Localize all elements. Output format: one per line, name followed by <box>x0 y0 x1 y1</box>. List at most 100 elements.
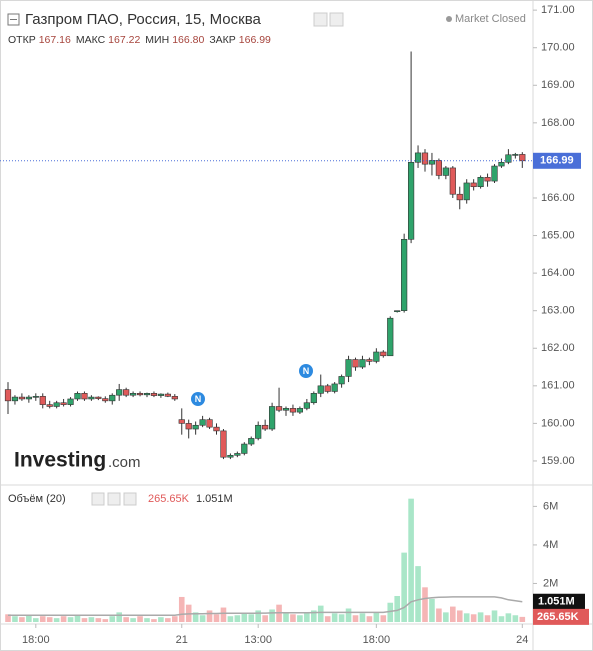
collapse-icon[interactable] <box>7 13 20 26</box>
candle-body <box>380 351 387 357</box>
volume-bar <box>109 616 116 622</box>
volume-bar <box>199 615 206 622</box>
candle-body <box>303 402 310 409</box>
candle-body <box>428 160 436 165</box>
settings-icon[interactable] <box>329 12 344 27</box>
candle-body <box>484 177 491 182</box>
y-tick-label: 159.00 <box>541 455 575 467</box>
volume-title: Объём (20) <box>8 493 66 505</box>
candle-body <box>60 402 67 405</box>
candle-body <box>373 351 380 362</box>
volume-bar <box>262 615 268 622</box>
candle-body <box>130 393 137 396</box>
volume-bar <box>380 615 387 622</box>
volume-bar <box>74 615 81 622</box>
candle-body <box>262 424 269 430</box>
volume-bar <box>123 617 129 622</box>
volume-bar <box>387 602 394 622</box>
candle-body <box>255 424 262 439</box>
volume-bar <box>88 617 95 622</box>
volume-eye-icon[interactable] <box>91 492 105 506</box>
candle-body <box>512 154 519 156</box>
volume-bar <box>443 612 449 622</box>
volume-settings-icon[interactable] <box>107 492 121 506</box>
candle-body <box>442 167 449 176</box>
news-marker-label: N <box>195 394 202 404</box>
candle-body <box>11 396 19 402</box>
status-dot <box>446 16 452 22</box>
ohlc-legend: ОТКР 167.16 МАКС 167.22 МИН 166.80 ЗАКР 166.99 <box>8 34 271 46</box>
candle-body <box>456 193 463 201</box>
volume-bar <box>317 605 324 622</box>
volume-bar <box>331 613 338 622</box>
candle-body <box>317 385 324 394</box>
candle-body <box>171 396 178 400</box>
volume-bar <box>102 619 109 622</box>
candle-body <box>491 165 498 182</box>
candle-body <box>234 453 241 456</box>
candle-body <box>331 383 338 392</box>
volume-bar <box>484 615 491 622</box>
volume-bar <box>450 606 456 622</box>
volume-bar <box>519 616 526 622</box>
candle-body <box>67 398 74 405</box>
volume-bar <box>137 616 143 622</box>
volume-bar <box>172 616 178 622</box>
candle-body <box>199 419 206 426</box>
volume-bar <box>477 612 484 622</box>
eye-icon[interactable] <box>313 12 328 27</box>
volume-bar <box>359 613 366 622</box>
volume-y-tick-label: 2M <box>543 577 558 589</box>
candle-body <box>268 406 276 430</box>
volume-legend-value: 265.65K <box>148 493 190 505</box>
candle-body <box>213 426 220 432</box>
volume-bar <box>67 617 74 622</box>
volume-bar <box>19 617 25 622</box>
candle-body <box>310 393 317 404</box>
candle-body <box>192 424 199 430</box>
candle-body <box>359 359 366 368</box>
x-tick-label: 24 <box>516 634 528 646</box>
ohlc-label: МИН <box>145 34 169 46</box>
volume-bar <box>505 613 512 622</box>
volume-bar <box>53 618 60 622</box>
x-tick-label: 18:00 <box>363 634 391 646</box>
volume-bar <box>436 608 442 622</box>
ohlc-label: ЗАКР <box>209 34 235 46</box>
candle-body <box>116 389 123 396</box>
y-tick-label: 165.00 <box>541 229 575 241</box>
volume-bar <box>234 615 241 622</box>
ma-label-box <box>533 593 585 610</box>
volume-bar <box>394 595 400 622</box>
ohlc-value: 166.99 <box>239 34 271 46</box>
y-tick-label: 164.00 <box>541 267 575 279</box>
ma-label: 1.051M <box>538 596 575 608</box>
candle-body <box>421 152 429 165</box>
news-marker <box>299 364 313 378</box>
candle-body <box>463 182 470 201</box>
volume-bar <box>269 609 275 622</box>
volume-close-icon[interactable] <box>123 492 137 506</box>
candle-body <box>25 396 32 400</box>
volume-bar <box>220 607 227 622</box>
volume-bar <box>456 610 463 622</box>
candle-body <box>46 404 53 407</box>
candle-body <box>275 406 283 411</box>
ohlc-label: ОТКР <box>8 34 36 46</box>
candle-body <box>53 402 60 407</box>
volume-bar <box>498 616 505 622</box>
ohlc-value: 166.80 <box>172 34 204 46</box>
volume-bar <box>373 612 380 622</box>
candle-body <box>414 152 422 163</box>
candle-body <box>18 396 26 400</box>
volume-bar <box>470 614 477 622</box>
candle-body <box>39 396 46 405</box>
x-tick-label: 18:00 <box>22 634 50 646</box>
volume-ma-line <box>8 596 523 617</box>
candle-body <box>164 393 171 397</box>
candle-body <box>157 393 165 396</box>
candle-body <box>32 396 39 398</box>
news-marker <box>191 392 205 406</box>
